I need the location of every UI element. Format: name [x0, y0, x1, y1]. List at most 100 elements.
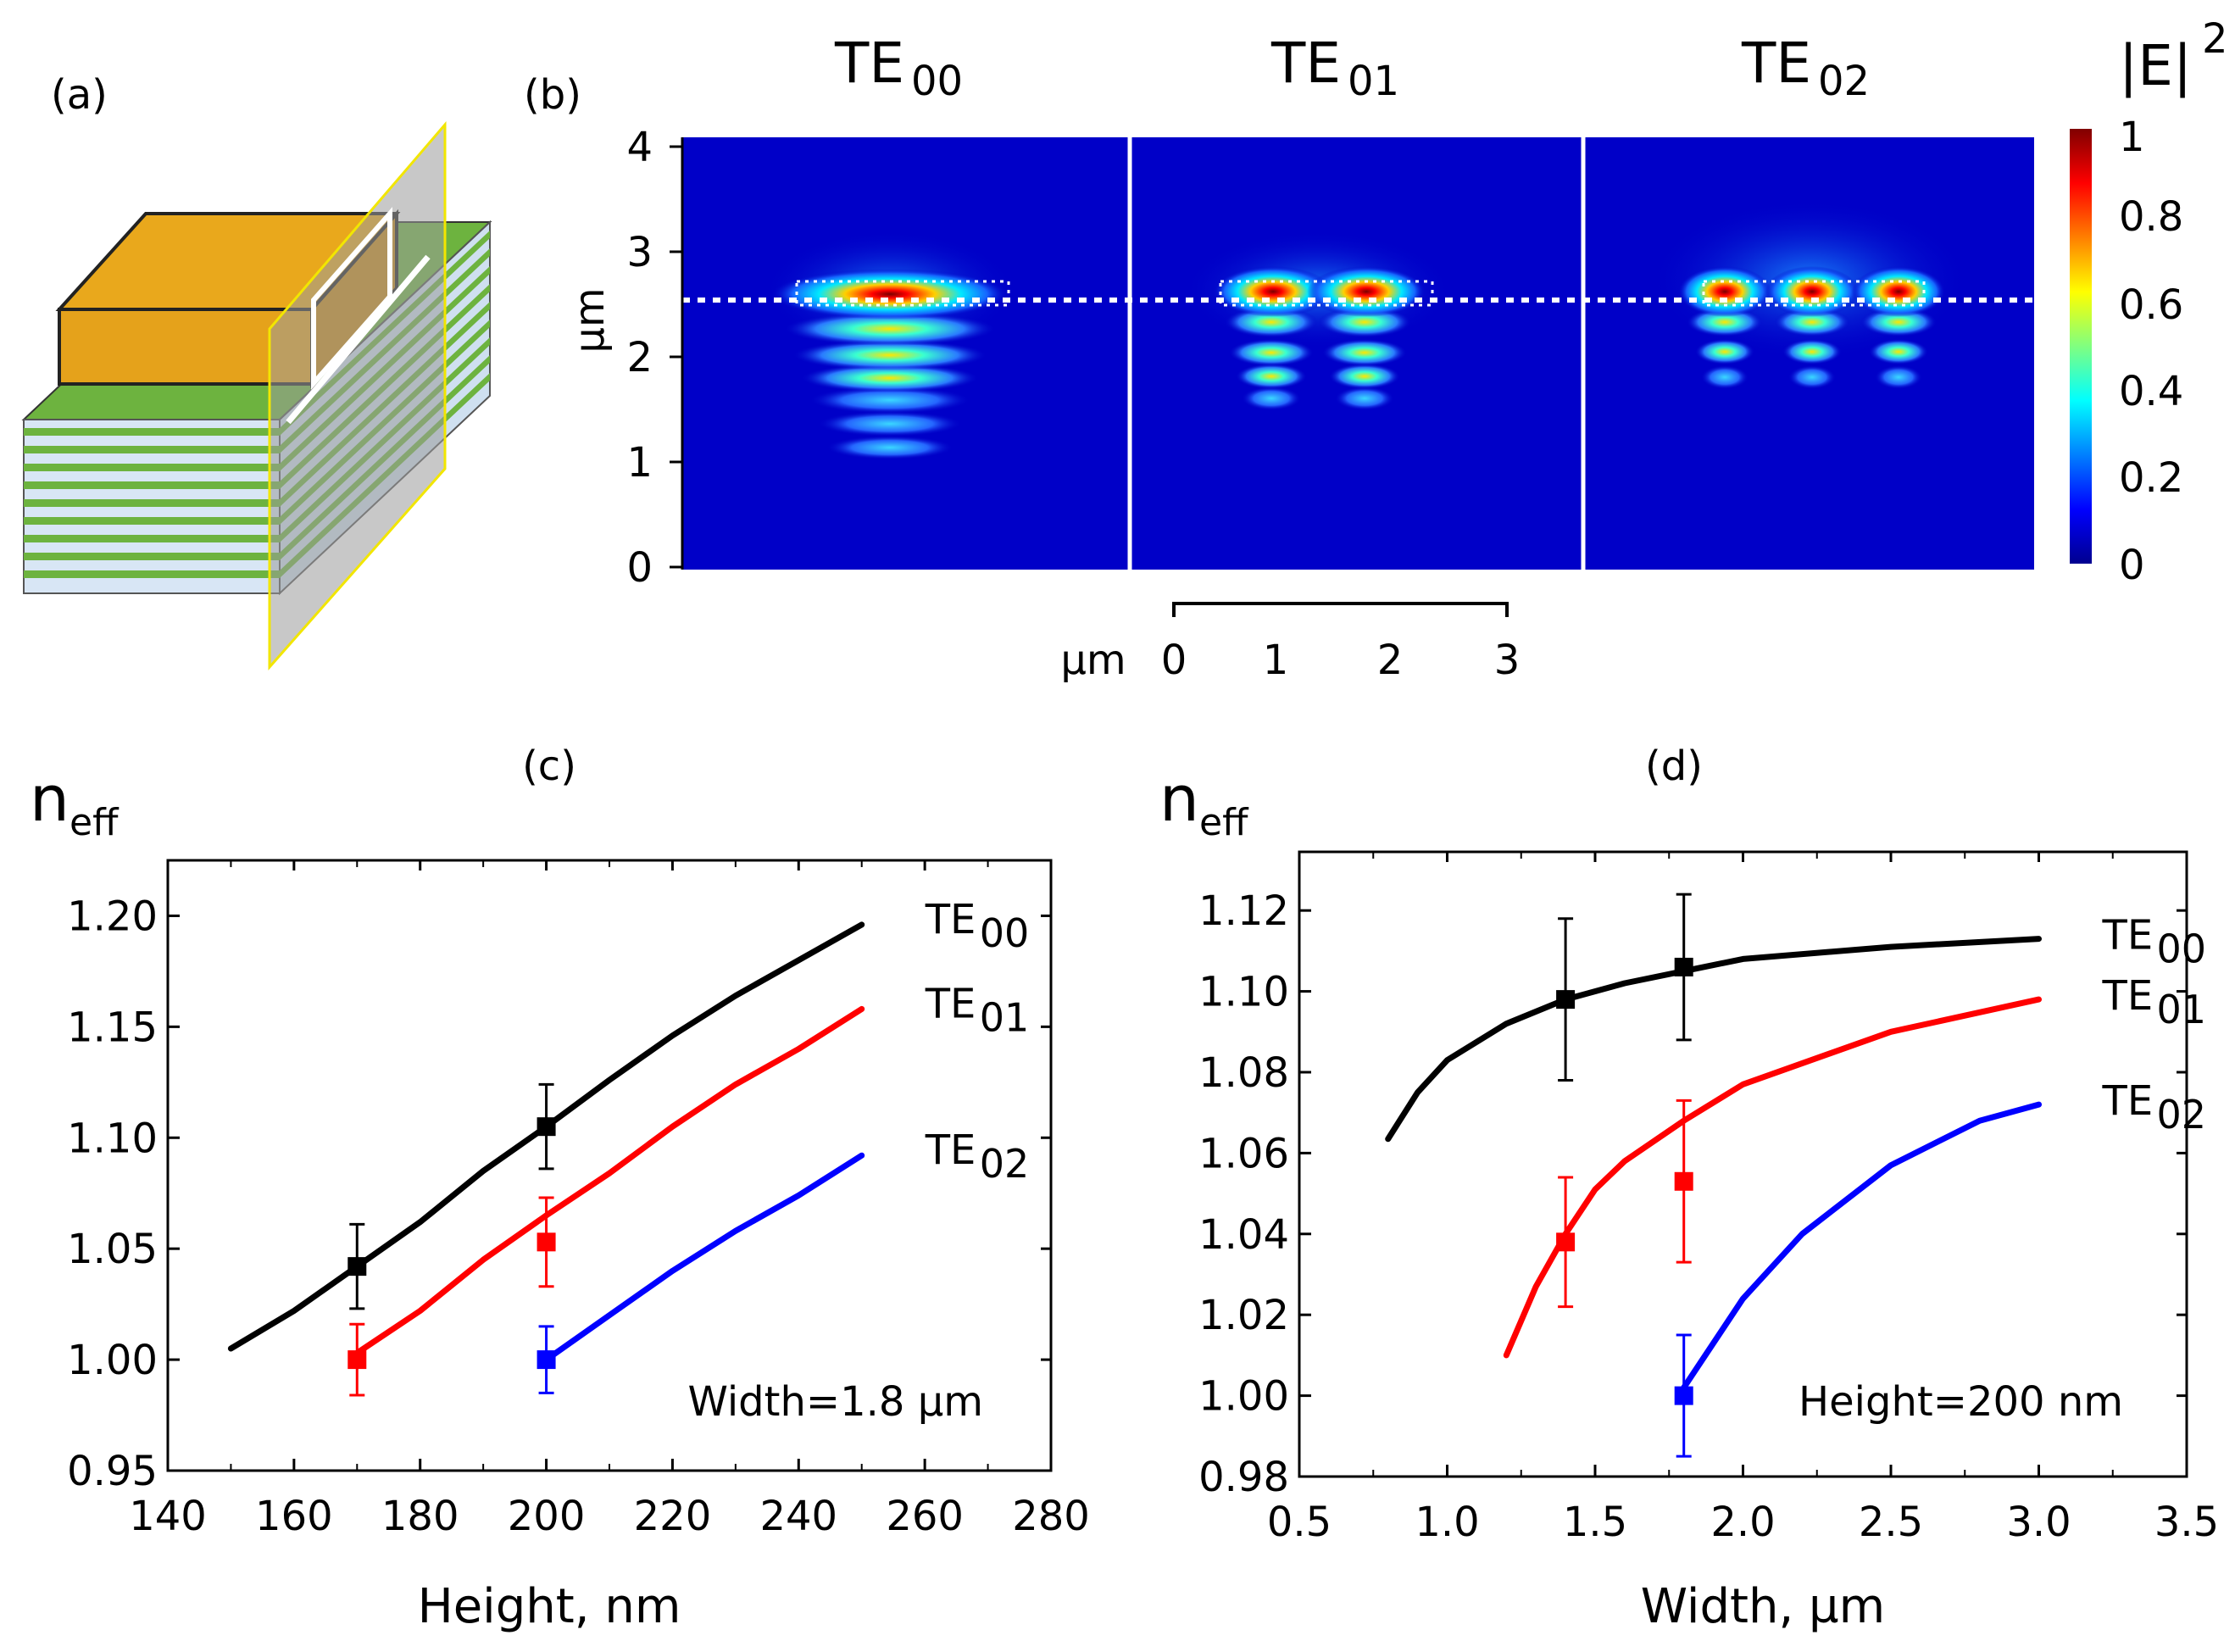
- map-y-tick-1: 1: [626, 439, 653, 487]
- substrate-layer-front: [24, 553, 280, 560]
- svg-text:n: n: [30, 763, 69, 836]
- chart-d-panel-label: (d): [1645, 743, 1703, 790]
- svg-text:TE: TE: [1270, 31, 1341, 96]
- chart-c-y-label: n eff: [30, 763, 120, 844]
- series-label-TE00: TE: [925, 896, 976, 943]
- scale-bar-tick-0: 0: [1161, 637, 1187, 684]
- x-tick-label: 3.5: [2154, 1499, 2219, 1546]
- series-line-TE01: [353, 1005, 865, 1356]
- substrate-layer-front: [24, 446, 280, 453]
- chart-d-x-label: Width, µm: [1641, 1579, 1885, 1634]
- substrate-layer-front: [24, 499, 280, 507]
- series-label-sub-TE02: 02: [980, 1141, 1030, 1187]
- colorbar-tick-1: 0.2: [2119, 454, 2183, 502]
- series-label-sub-TE00: 00: [980, 910, 1030, 956]
- map-y-axis: 0 1 2 3 4 µm: [566, 124, 684, 592]
- svg-text:TE: TE: [1741, 31, 1811, 96]
- map-y-tick-3: 3: [626, 229, 653, 276]
- series-line-TE02: [543, 1152, 865, 1363]
- scale-bar-unit: µm: [1060, 637, 1126, 684]
- colorbar-tick-2: 0.4: [2119, 368, 2183, 415]
- colorbar-title-power: 2: [2202, 15, 2228, 63]
- series-line-TE00: [1385, 936, 2042, 1143]
- svg-text:00: 00: [911, 58, 963, 105]
- x-tick-label: 160: [255, 1493, 333, 1540]
- data-point-marker: [1674, 957, 1693, 976]
- colorbar-gradient: [2070, 129, 2092, 564]
- chart-c-x-label: Height, nm: [418, 1579, 681, 1634]
- y-tick-label: 1.15: [67, 1004, 158, 1051]
- panel-b-mode-maps: (b) TE 00 TE 01 TE 02: [524, 15, 2228, 684]
- field-te00: [763, 231, 1017, 459]
- y-tick-label: 0.98: [1198, 1454, 1289, 1501]
- x-tick-label: 240: [759, 1493, 837, 1540]
- mode-header-te01: TE 01: [1270, 31, 1399, 105]
- x-tick-label: 0.5: [1267, 1499, 1332, 1546]
- series-line-TE01: [1503, 996, 2042, 1359]
- data-point-marker: [537, 1232, 556, 1252]
- map-y-axis-label: µm: [566, 287, 614, 353]
- series-label-TE02: TE: [2102, 1077, 2154, 1125]
- series-label-TE00: TE: [2102, 912, 2154, 959]
- x-tick-label: 180: [381, 1493, 459, 1540]
- chart-d-annotation: Height=200 nm: [1799, 1378, 2123, 1426]
- chart-d: (d) n eff Width, µm Height=200 nm 0.5 1.0…: [1159, 743, 2219, 1634]
- y-tick-label: 1.06: [1198, 1130, 1289, 1177]
- x-tick-label: 220: [634, 1493, 712, 1540]
- substrate-layer-front: [24, 517, 280, 525]
- x-tick-label: 1.5: [1563, 1499, 1627, 1546]
- series-label-sub-TE02: 02: [2157, 1092, 2207, 1137]
- panel-label-a: (a): [51, 71, 108, 119]
- data-point-marker: [537, 1117, 556, 1137]
- y-tick-label: 1.08: [1198, 1049, 1289, 1097]
- scale-bar-tick-3: 3: [1494, 637, 1521, 684]
- colorbar-tick-5: 1: [2119, 114, 2145, 161]
- svg-text:TE: TE: [834, 31, 904, 96]
- substrate-layer-front: [24, 428, 280, 436]
- panel-label-b: (b): [524, 71, 581, 119]
- svg-text:02: 02: [1818, 58, 1870, 105]
- substrate-layer-front: [24, 481, 280, 489]
- scale-bar-tick-2: 2: [1377, 637, 1404, 684]
- series-label-sub-TE01: 01: [2157, 987, 2207, 1032]
- panel-a-schematic: (a): [21, 71, 492, 670]
- scale-bar: µm 0 1 2 3: [1060, 602, 1521, 684]
- y-tick-label: 1.04: [1198, 1211, 1289, 1259]
- mode-header-te00: TE 00: [834, 31, 963, 105]
- data-point-marker: [537, 1350, 556, 1370]
- data-point-marker: [347, 1257, 367, 1277]
- substrate-layer-front: [24, 570, 280, 578]
- x-tick-label: 1.0: [1415, 1499, 1479, 1546]
- chart-c-annotation: Width=1.8 µm: [687, 1378, 983, 1426]
- mode-outline-box: [311, 207, 392, 390]
- svg-text:eff: eff: [1199, 801, 1249, 844]
- map-y-tick-2: 2: [626, 334, 653, 381]
- chart-c-axes: 140 160 180 200 220 240 260 280 0.95 1.00 1.05 1.10…: [67, 859, 1090, 1540]
- data-point-marker: [1674, 1171, 1693, 1191]
- x-tick-label: 200: [508, 1493, 586, 1540]
- series-label-TE01: TE: [925, 980, 976, 1027]
- y-tick-label: 1.12: [1198, 887, 1289, 935]
- x-tick-label: 2.0: [1710, 1499, 1775, 1546]
- series-label-TE02: TE: [925, 1126, 976, 1174]
- y-tick-label: 1.10: [67, 1115, 158, 1162]
- cross-section-plane: [268, 120, 447, 670]
- data-point-marker: [1556, 990, 1576, 1010]
- x-tick-label: 3.0: [2006, 1499, 2071, 1546]
- chart-d-y-label: n eff: [1159, 763, 1249, 844]
- y-tick-label: 1.02: [1198, 1292, 1289, 1339]
- colorbar-tick-3: 0.6: [2119, 281, 2183, 329]
- scale-bar-tick-1: 1: [1263, 637, 1289, 684]
- substrate-layer-front: [24, 535, 280, 542]
- y-tick-label: 1.10: [1198, 969, 1289, 1016]
- series-label-sub-TE00: 00: [2157, 926, 2207, 972]
- x-tick-label: 140: [129, 1493, 207, 1540]
- map-y-tick-0: 0: [626, 544, 653, 592]
- y-tick-label: 1.00: [1198, 1373, 1289, 1421]
- svg-text:eff: eff: [69, 801, 120, 844]
- substrate-layer-front: [24, 464, 280, 471]
- data-point-marker: [1556, 1232, 1576, 1252]
- colorbar: 0 0.2 0.4 0.6 0.8 1 |E| 2: [2070, 15, 2228, 589]
